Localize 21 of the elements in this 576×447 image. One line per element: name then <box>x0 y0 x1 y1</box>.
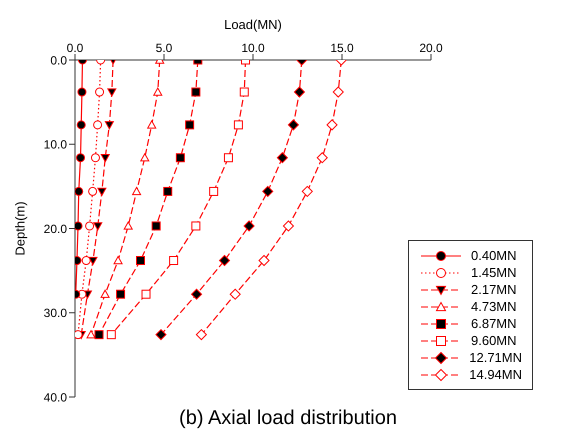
legend-label: 2.17MN <box>471 282 517 297</box>
x-axis-title: Load(MN) <box>224 17 282 32</box>
legend-label: 12.71MN <box>469 350 522 365</box>
legend-label: 14.94MN <box>469 367 522 382</box>
legend-label: 4.73MN <box>471 299 517 314</box>
x-tick-label: 10.0 <box>241 41 265 55</box>
x-tick-label: 0.0 <box>66 41 84 55</box>
y-tick-label: 10.0 <box>44 138 68 152</box>
y-tick-label: 40.0 <box>44 390 68 404</box>
y-axis-title: Depth(m) <box>12 201 28 256</box>
legend-label: 0.40MN <box>471 248 517 263</box>
x-tick-label: 20.0 <box>419 41 443 55</box>
y-tick-label: 30.0 <box>44 306 68 320</box>
legend-label: 1.45MN <box>471 265 517 280</box>
x-tick-label: 5.0 <box>156 41 173 55</box>
x-tick-label: 15.0 <box>330 41 354 55</box>
y-tick-label: 20.0 <box>44 222 68 236</box>
legend-label: 9.60MN <box>471 333 517 348</box>
text: (b) Axial load distribution <box>178 407 398 430</box>
y-tick-label: 0.0 <box>50 53 68 68</box>
legend-label: 6.87MN <box>471 316 517 331</box>
